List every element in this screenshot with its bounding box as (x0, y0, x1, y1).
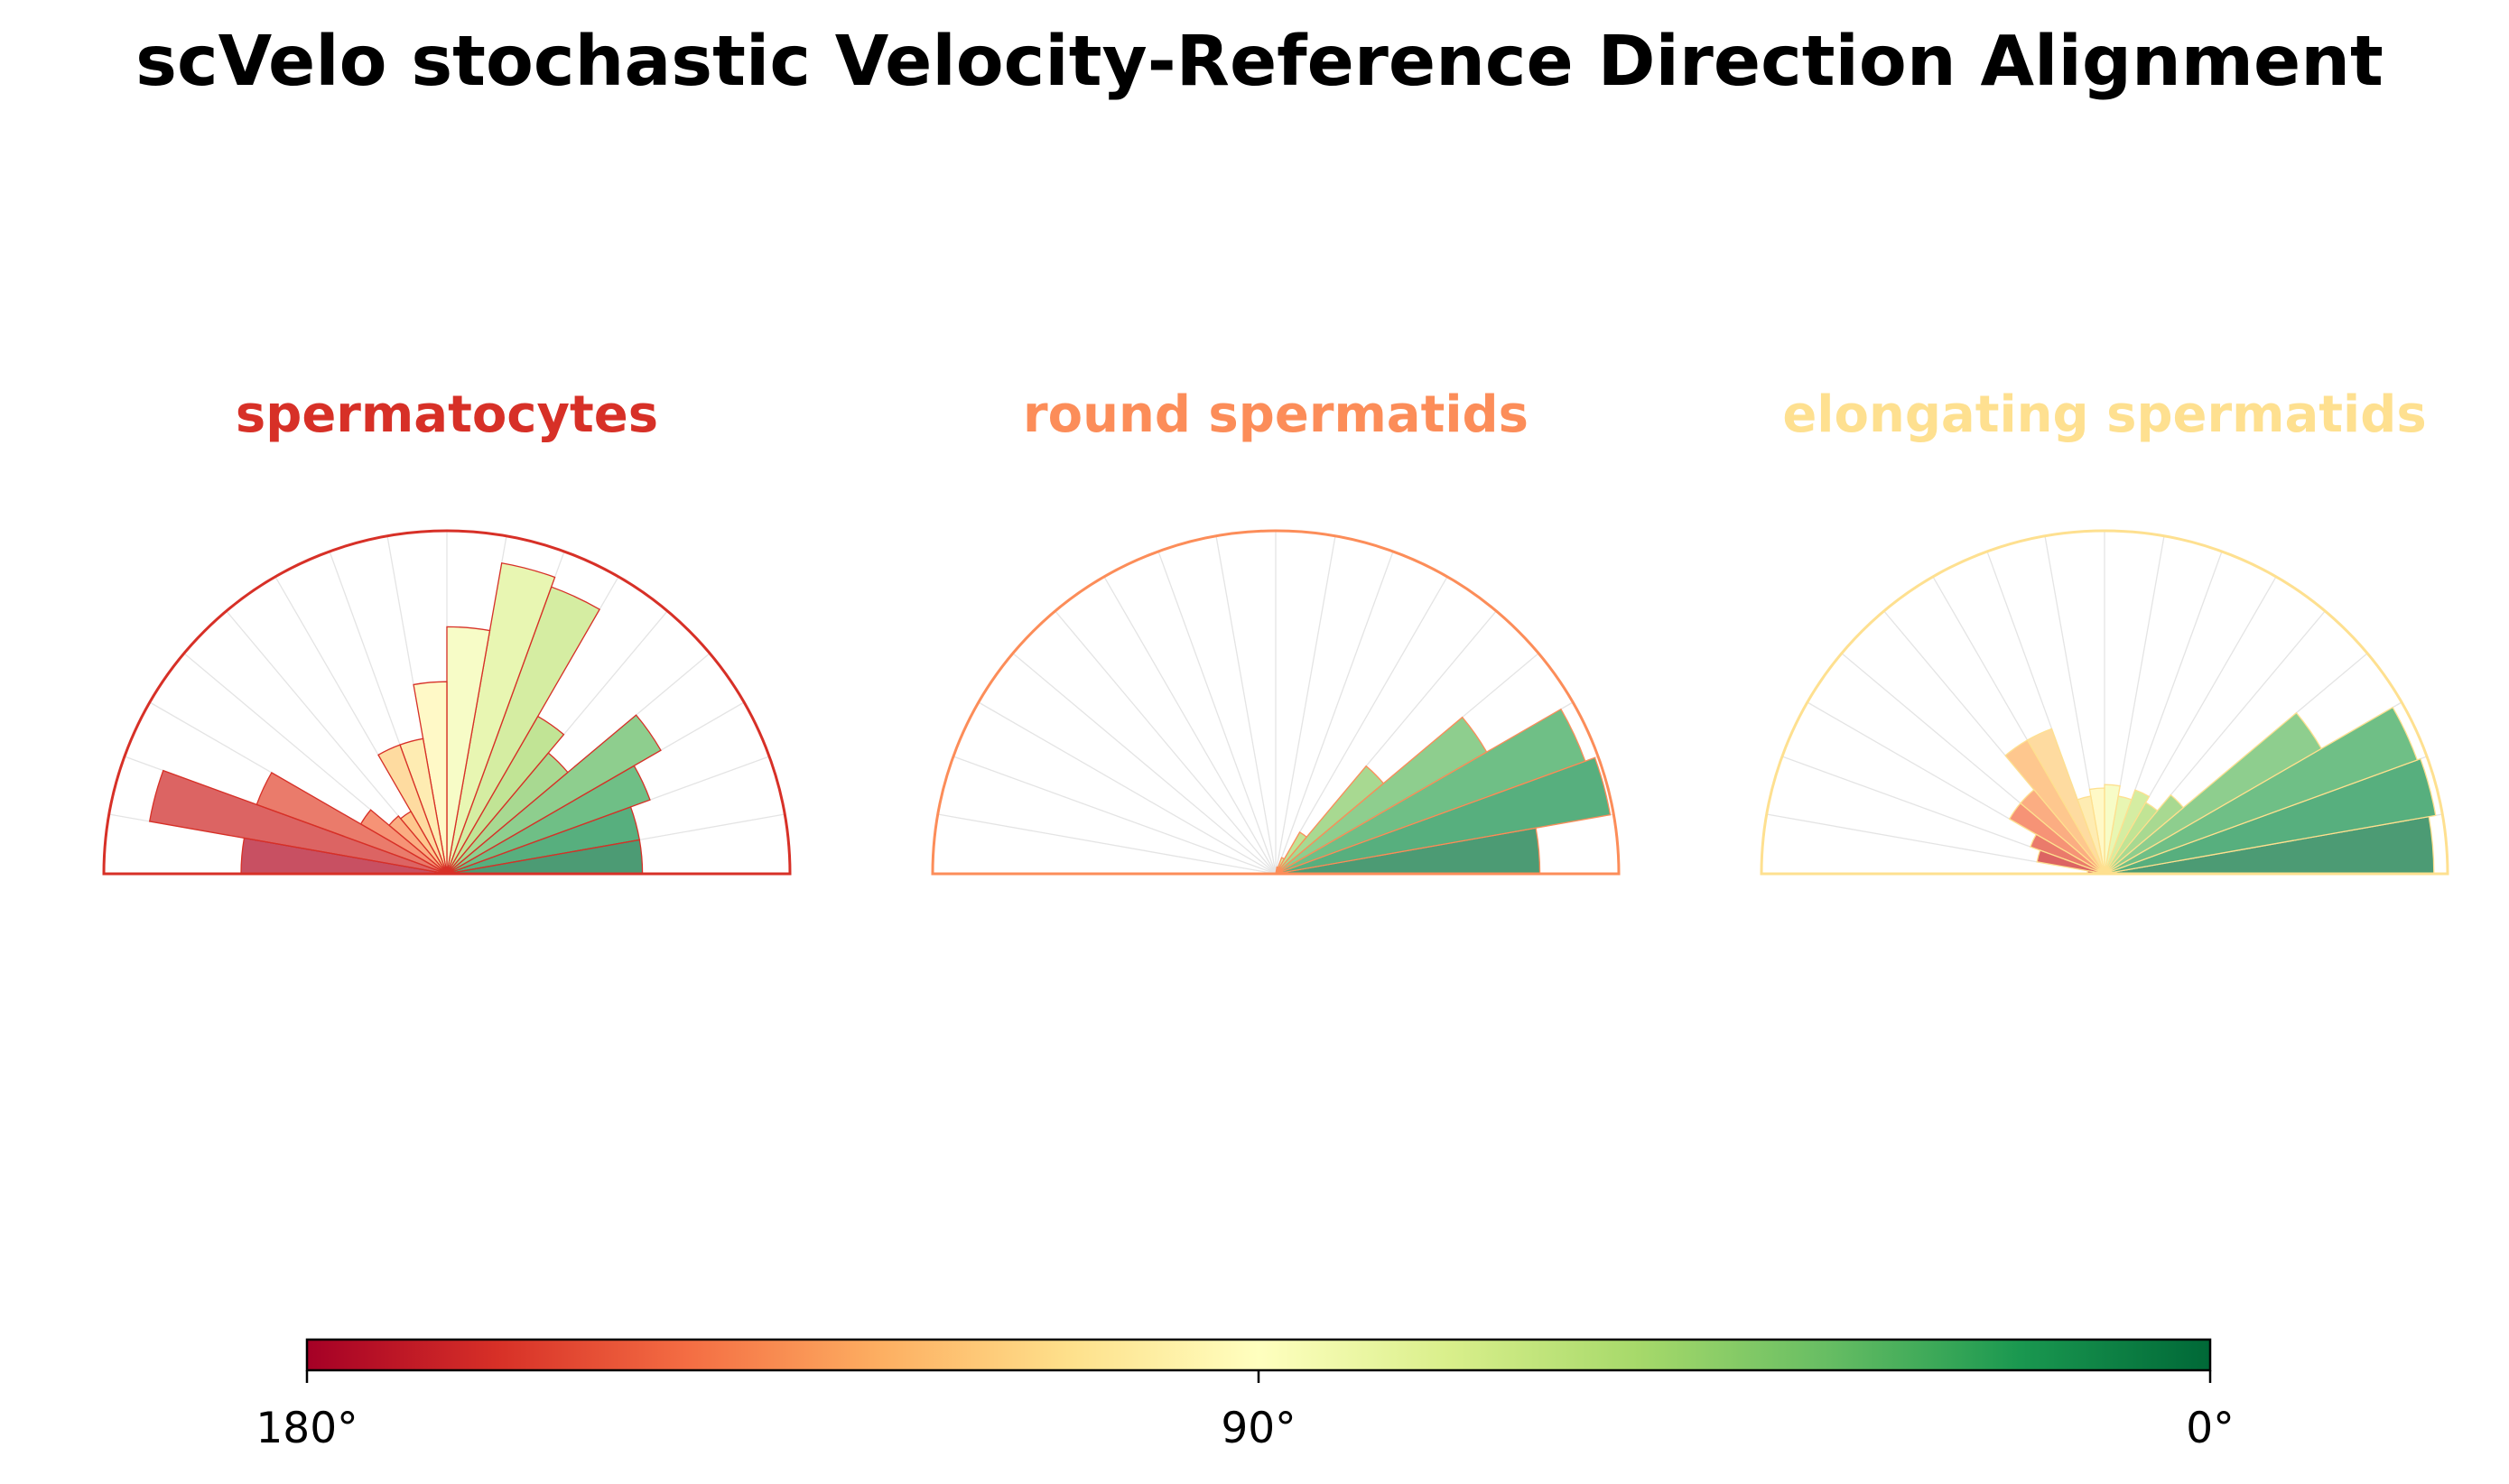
grid-line (1157, 551, 1277, 875)
grid-line (978, 701, 1277, 875)
polar-bar (1275, 765, 1385, 875)
polar-bar (1275, 708, 1586, 875)
grid-line (1275, 576, 1448, 875)
polar-bar (1275, 866, 1279, 875)
polar-bar (148, 769, 448, 875)
grid-line (1012, 653, 1277, 875)
colorbar-tick-label: 180° (256, 1404, 358, 1453)
colorbar: 180° 90° 0° (256, 1338, 2235, 1453)
polar-bar (2104, 784, 2121, 875)
polar-bar (446, 714, 662, 875)
polar-bar (2004, 739, 2105, 875)
polar-bar (2030, 833, 2105, 875)
colorbar-gradient (307, 1340, 2210, 1370)
polar-frame (931, 529, 1621, 876)
polar-bar (1275, 831, 1308, 875)
figure-title: scVelo stochastic Velocity-Reference Dir… (135, 22, 2384, 102)
polar-bar (1275, 716, 1488, 875)
polar-panel-spermatocytes: spermatocytes (102, 385, 792, 876)
polar-bar (377, 744, 448, 875)
polar-bar (2104, 711, 2323, 875)
panel-title: elongating spermatids (1782, 385, 2426, 444)
polar-bar (2104, 706, 2419, 875)
grid-line (1215, 535, 1277, 875)
polar-panel-round-spermatids: round spermatids (931, 385, 1621, 876)
grid-line (1103, 576, 1277, 875)
colorbar-tick-label: 90° (1221, 1404, 1296, 1453)
polar-bar (446, 561, 556, 875)
grid-line (1275, 551, 1394, 875)
polar-bar (2036, 849, 2105, 875)
polar-bar (2104, 789, 2151, 875)
polar-bar (2008, 802, 2105, 875)
grid-line (1275, 535, 1336, 875)
panel-title: spermatocytes (236, 385, 658, 444)
grid-line (952, 756, 1277, 875)
polar-frame (1760, 529, 2449, 876)
polar-frame (102, 529, 792, 876)
polar-bar (2104, 793, 2185, 875)
polar-panel-elongating-spermatids: elongating spermatids (1760, 385, 2449, 876)
polar-bar (2104, 757, 2437, 875)
polar-bar (1275, 756, 1612, 875)
grid-line (1055, 610, 1277, 875)
grid-line (937, 813, 1277, 875)
polar-bar (446, 626, 491, 875)
colorbar-tick-label: 0° (2186, 1404, 2234, 1453)
panel-title: round spermatids (1023, 385, 1529, 444)
polar-bar (1275, 857, 1286, 875)
